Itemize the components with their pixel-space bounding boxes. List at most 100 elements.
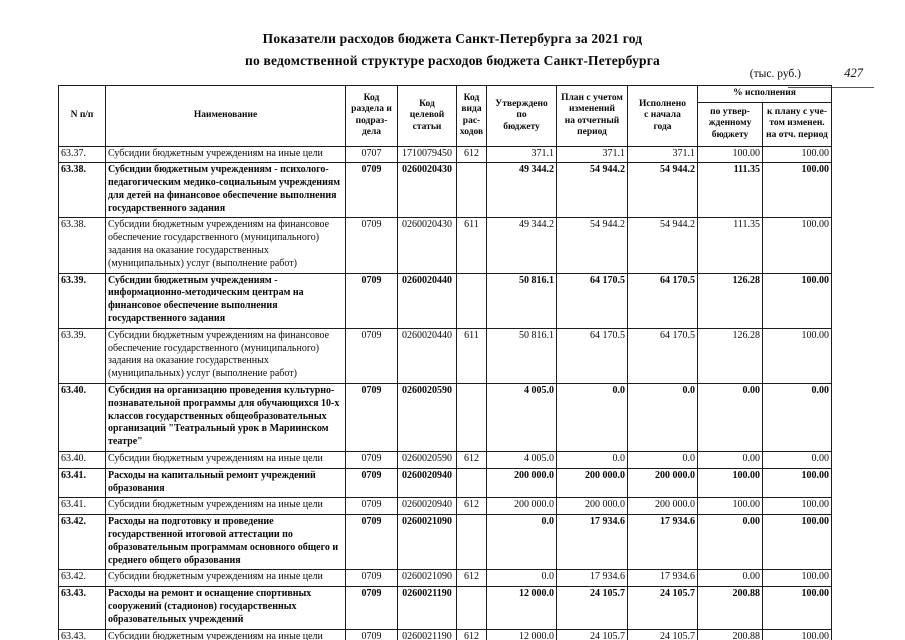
cell-approved-budget: 200 000.0 xyxy=(486,467,557,499)
cell-name: Субсидии бюджетным учреждениям на иные ц… xyxy=(105,569,346,588)
header-section-code: Код раздела и подраз- дела xyxy=(345,85,398,147)
cell-percent-vs-plan: 100.00 xyxy=(762,586,832,630)
table-row: 63.42. Субсидии бюджетным учреждениям на … xyxy=(58,569,832,588)
cell-target-article-code: 0260021090 xyxy=(397,514,457,571)
cell-percent-vs-approved: 100.00 xyxy=(697,467,763,499)
cell-approved-budget: 4 005.0 xyxy=(486,383,557,453)
cell-section-code: 0709 xyxy=(345,628,398,640)
budget-expense-table: N п/п Наименование Код раздела и подраз-… xyxy=(58,85,832,640)
page-title-line1: Показатели расходов бюджета Санкт-Петерб… xyxy=(262,31,643,46)
cell-row-number: 63.37. xyxy=(58,145,106,164)
cell-percent-vs-approved: 126.28 xyxy=(697,327,763,385)
page-number: 427 xyxy=(844,66,863,80)
cell-target-article-code: 0260021090 xyxy=(397,569,457,588)
header-approved-budget: Утверждено по бюджету xyxy=(486,85,557,147)
cell-name: Расходы на капитальный ремонт учреждений… xyxy=(105,467,346,499)
page-title-line2: по ведомственной структуре расходов бюдж… xyxy=(244,53,661,68)
cell-expense-type-code xyxy=(456,162,487,219)
header-expense-type-code: Код вида рас- ходов xyxy=(456,85,487,147)
cell-plan-with-changes: 371.1 xyxy=(556,145,628,164)
cell-percent-vs-approved: 111.35 xyxy=(697,217,763,274)
cell-executed-ytd: 24 105.7 xyxy=(627,586,698,630)
cell-plan-with-changes: 64 170.5 xyxy=(556,272,628,329)
cell-plan-with-changes: 17 934.6 xyxy=(556,569,628,588)
cell-percent-vs-approved: 111.35 xyxy=(697,162,763,219)
cell-percent-vs-approved: 100.00 xyxy=(697,145,763,164)
cell-name: Субсидии бюджетным учреждениям на финанс… xyxy=(105,217,346,274)
cell-expense-type-code xyxy=(456,467,487,499)
cell-row-number: 63.42. xyxy=(58,569,106,588)
cell-section-code: 0709 xyxy=(345,451,398,469)
header-row-number: N п/п xyxy=(58,85,106,147)
cell-row-number: 63.39. xyxy=(58,327,106,385)
cell-plan-with-changes: 17 934.6 xyxy=(556,514,628,571)
cell-plan-with-changes: 54 944.2 xyxy=(556,217,628,274)
cell-percent-vs-approved: 0.00 xyxy=(697,514,763,571)
cell-percent-vs-plan: 100.00 xyxy=(762,272,832,329)
header-executed-ytd: Исполнено с начала года xyxy=(627,85,698,147)
cell-target-article-code: 0260020940 xyxy=(397,497,457,516)
cell-section-code: 0709 xyxy=(345,569,398,588)
cell-percent-vs-plan: 0.00 xyxy=(762,383,832,453)
cell-approved-budget: 50 816.1 xyxy=(486,272,557,329)
cell-plan-with-changes: 200 000.0 xyxy=(556,497,628,516)
table-row: 63.40. Субсидия на организацию проведения… xyxy=(58,383,832,453)
cell-target-article-code: 0260020440 xyxy=(397,327,457,385)
cell-plan-with-changes: 200 000.0 xyxy=(556,467,628,499)
cell-expense-type-code xyxy=(456,383,487,453)
cell-row-number: 63.43. xyxy=(58,586,106,630)
cell-percent-vs-plan: 100.00 xyxy=(762,569,832,588)
header-percent-vs-approved: по утвер- жденному бюджету xyxy=(697,101,763,147)
cell-name: Субсидия на организацию проведения культ… xyxy=(105,383,346,453)
cell-executed-ytd: 17 934.6 xyxy=(627,514,698,571)
cell-percent-vs-plan: 100.00 xyxy=(762,497,832,516)
cell-percent-vs-plan: 100.00 xyxy=(762,217,832,274)
cell-section-code: 0709 xyxy=(345,327,398,385)
table-row: 63.40. Субсидии бюджетным учреждениям на … xyxy=(58,451,832,469)
cell-approved-budget: 49 344.2 xyxy=(486,162,557,219)
cell-expense-type-code: 611 xyxy=(456,327,487,385)
cell-percent-vs-plan: 100.00 xyxy=(762,145,832,164)
cell-plan-with-changes: 54 944.2 xyxy=(556,162,628,219)
cell-percent-vs-plan: 100.00 xyxy=(762,467,832,499)
cell-executed-ytd: 54 944.2 xyxy=(627,217,698,274)
cell-percent-vs-plan: 0.00 xyxy=(762,451,832,469)
cell-name: Субсидии бюджетным учреждениям - психоло… xyxy=(105,162,346,219)
header-name: Наименование xyxy=(105,85,346,147)
cell-section-code: 0709 xyxy=(345,586,398,630)
table-row: 63.38. Субсидии бюджетным учреждениям - п… xyxy=(58,162,832,219)
cell-target-article-code: 0260021190 xyxy=(397,586,457,630)
cell-target-article-code: 0260021190 xyxy=(397,628,457,640)
table-row: 63.37. Субсидии бюджетным учреждениям на … xyxy=(58,145,832,164)
cell-percent-vs-approved: 0.00 xyxy=(697,569,763,588)
cell-row-number: 63.40. xyxy=(58,383,106,453)
cell-expense-type-code xyxy=(456,586,487,630)
cell-percent-vs-approved: 0.00 xyxy=(697,383,763,453)
cell-approved-budget: 0.0 xyxy=(486,514,557,571)
cell-target-article-code: 0260020590 xyxy=(397,383,457,453)
cell-percent-vs-approved: 126.28 xyxy=(697,272,763,329)
cell-executed-ytd: 54 944.2 xyxy=(627,162,698,219)
table-body: 63.37. Субсидии бюджетным учреждениям на … xyxy=(58,145,832,640)
cell-section-code: 0709 xyxy=(345,162,398,219)
table-row: 63.43. Субсидии бюджетным учреждениям на … xyxy=(58,628,832,640)
cell-section-code: 0709 xyxy=(345,467,398,499)
table-row: 63.38. Субсидии бюджетным учреждениям на … xyxy=(58,217,832,274)
cell-name: Субсидии бюджетным учреждениям на иные ц… xyxy=(105,145,346,164)
table-row: 63.42. Расходы на подготовку и проведение… xyxy=(58,514,832,571)
cell-plan-with-changes: 64 170.5 xyxy=(556,327,628,385)
cell-target-article-code: 0260020940 xyxy=(397,467,457,499)
cell-executed-ytd: 0.0 xyxy=(627,383,698,453)
cell-approved-budget: 12 000.0 xyxy=(486,586,557,630)
table-row: 63.43. Расходы на ремонт и оснащение спор… xyxy=(58,586,832,630)
cell-row-number: 63.39. xyxy=(58,272,106,329)
cell-executed-ytd: 200 000.0 xyxy=(627,497,698,516)
cell-executed-ytd: 24 105.7 xyxy=(627,628,698,640)
cell-percent-vs-plan: 100.00 xyxy=(762,514,832,571)
cell-percent-vs-approved: 200.88 xyxy=(697,628,763,640)
header-percent-execution-group: % исполнения xyxy=(697,85,832,103)
cell-name: Расходы на подготовку и проведение госуд… xyxy=(105,514,346,571)
cell-expense-type-code: 612 xyxy=(456,628,487,640)
header-target-article-code: Код целевой статьи xyxy=(397,85,457,147)
cell-section-code: 0709 xyxy=(345,383,398,453)
